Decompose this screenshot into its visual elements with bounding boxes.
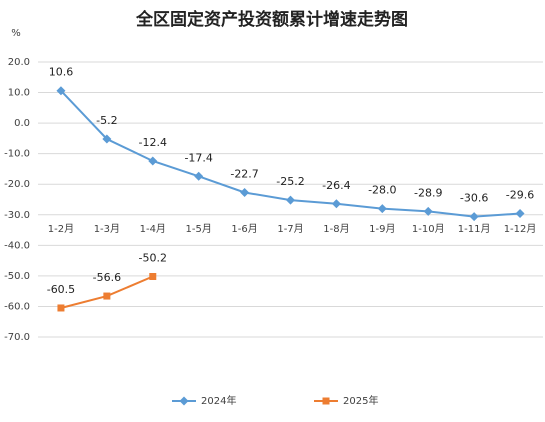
data-label: -30.6 <box>460 192 488 205</box>
y-axis-label: % <box>11 28 21 39</box>
data-label: 10.6 <box>49 66 74 79</box>
marker <box>148 156 158 166</box>
legend-label: 2025年 <box>343 394 378 407</box>
x-tick-label: 1-4月 <box>140 223 166 235</box>
data-label: -5.2 <box>96 114 117 127</box>
y-tick-label: 20.0 <box>8 57 30 68</box>
marker <box>322 397 330 405</box>
y-tick-label: -50.0 <box>4 271 30 282</box>
marker <box>515 209 525 219</box>
x-tick-label: 1-6月 <box>231 223 257 235</box>
data-label: -28.9 <box>414 186 442 199</box>
marker <box>377 204 387 214</box>
marker <box>286 195 295 205</box>
x-tick-label: 1-10月 <box>412 223 445 235</box>
y-tick-label: -20.0 <box>4 179 30 190</box>
marker <box>469 212 479 222</box>
x-tick-label: 1-8月 <box>323 223 349 235</box>
x-tick-label: 1-7月 <box>277 223 303 235</box>
data-label: -22.7 <box>230 167 258 180</box>
x-tick-label: 1-11月 <box>458 223 491 235</box>
y-tick-label: -30.0 <box>4 210 30 221</box>
marker <box>149 273 157 280</box>
data-label: -50.2 <box>139 252 167 265</box>
x-tick-label: 1-12月 <box>504 223 537 235</box>
legend-label: 2024年 <box>201 394 236 407</box>
data-label: -25.2 <box>276 175 304 188</box>
y-tick-label: -40.0 <box>4 240 30 251</box>
marker <box>179 396 189 406</box>
marker <box>57 304 65 312</box>
x-tick-label: 1-5月 <box>186 223 212 235</box>
marker <box>56 86 66 96</box>
marker <box>331 199 341 209</box>
y-tick-label: 10.0 <box>8 88 30 99</box>
data-label: -28.0 <box>368 184 396 197</box>
marker <box>103 292 111 300</box>
data-label: -56.6 <box>93 271 121 284</box>
marker <box>240 187 250 197</box>
y-tick-label: -70.0 <box>4 332 30 343</box>
marker <box>102 134 112 144</box>
data-label: -12.4 <box>139 136 167 149</box>
y-tick-label: -10.0 <box>4 149 30 160</box>
chart-title: 全区固定资产投资额累计增速走势图 <box>135 9 408 30</box>
marker <box>423 206 433 216</box>
x-tick-label: 1-3月 <box>94 223 120 235</box>
y-tick-label: 0.0 <box>14 118 30 129</box>
x-tick-label: 1-2月 <box>48 223 74 235</box>
data-label: -17.4 <box>184 151 212 164</box>
y-tick-label: -60.0 <box>4 301 30 312</box>
data-label: -26.4 <box>322 179 350 192</box>
data-label: -29.6 <box>506 189 534 202</box>
data-label: -60.5 <box>47 283 75 296</box>
x-tick-label: 1-9月 <box>369 223 395 235</box>
marker <box>194 171 204 181</box>
